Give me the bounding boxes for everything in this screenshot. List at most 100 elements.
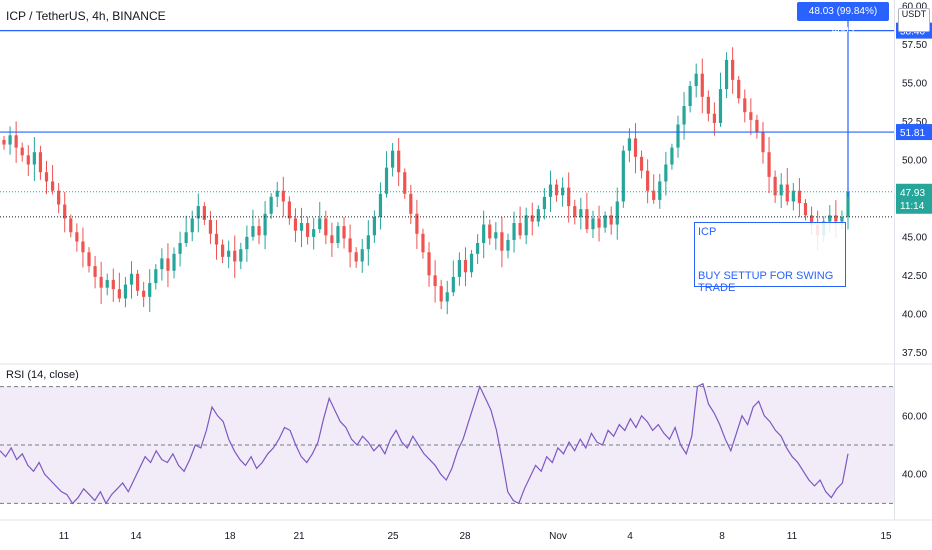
candle[interactable] xyxy=(579,209,583,217)
candle[interactable] xyxy=(785,184,789,202)
candle[interactable] xyxy=(8,135,12,145)
candle[interactable] xyxy=(767,152,771,177)
candle[interactable] xyxy=(403,172,407,194)
candle[interactable] xyxy=(797,190,802,204)
candle[interactable] xyxy=(828,215,832,222)
candle[interactable] xyxy=(609,215,613,225)
candle[interactable] xyxy=(239,249,243,262)
candle[interactable] xyxy=(621,150,625,202)
candle[interactable] xyxy=(324,218,328,236)
candle[interactable] xyxy=(712,113,717,123)
candle[interactable] xyxy=(512,223,516,240)
candle[interactable] xyxy=(312,229,316,237)
candle[interactable] xyxy=(342,226,346,239)
candle[interactable] xyxy=(415,213,419,234)
candle[interactable] xyxy=(597,218,601,228)
candle[interactable] xyxy=(536,209,540,222)
candle[interactable] xyxy=(603,215,607,228)
candle[interactable] xyxy=(615,201,619,225)
candle[interactable] xyxy=(846,191,850,217)
candle[interactable] xyxy=(652,190,656,200)
candle[interactable] xyxy=(81,241,85,253)
candle[interactable] xyxy=(263,213,267,236)
candle[interactable] xyxy=(421,233,425,253)
candle[interactable] xyxy=(184,232,188,244)
candle[interactable] xyxy=(682,106,686,125)
candle[interactable] xyxy=(330,235,334,244)
candle[interactable] xyxy=(281,190,285,202)
candle[interactable] xyxy=(233,250,237,262)
candle[interactable] xyxy=(293,218,298,231)
candle[interactable] xyxy=(93,266,97,277)
rsi-line[interactable] xyxy=(0,382,849,505)
candle[interactable] xyxy=(214,233,219,245)
candle[interactable] xyxy=(154,269,158,284)
candle[interactable] xyxy=(366,235,370,250)
candle[interactable] xyxy=(585,209,589,230)
candle[interactable] xyxy=(251,226,255,237)
candle[interactable] xyxy=(676,124,680,148)
candle[interactable] xyxy=(506,239,510,251)
candle[interactable] xyxy=(457,259,461,277)
candle[interactable] xyxy=(50,181,55,191)
candle[interactable] xyxy=(2,139,6,145)
candle[interactable] xyxy=(646,170,650,191)
candle[interactable] xyxy=(664,164,668,182)
candle[interactable] xyxy=(476,243,480,254)
candle[interactable] xyxy=(737,79,741,99)
candle[interactable] xyxy=(561,187,565,196)
candle[interactable] xyxy=(731,59,735,80)
candle[interactable] xyxy=(57,190,61,205)
candle[interactable] xyxy=(117,289,121,299)
candle[interactable] xyxy=(166,258,170,271)
candle[interactable] xyxy=(148,283,152,297)
candle[interactable] xyxy=(142,290,146,297)
candle[interactable] xyxy=(318,218,322,230)
candle[interactable] xyxy=(567,187,571,207)
candle[interactable] xyxy=(554,184,559,196)
candle[interactable] xyxy=(633,138,638,157)
candle[interactable] xyxy=(761,132,765,153)
candle[interactable] xyxy=(749,112,753,120)
candle[interactable] xyxy=(32,152,36,165)
candle[interactable] xyxy=(494,232,498,239)
candle[interactable] xyxy=(451,276,455,293)
candle[interactable] xyxy=(287,201,291,219)
candle[interactable] xyxy=(591,218,595,230)
candle[interactable] xyxy=(160,258,164,270)
candle[interactable] xyxy=(639,156,644,171)
candle[interactable] xyxy=(548,184,553,197)
candle[interactable] xyxy=(433,275,437,287)
candle[interactable] xyxy=(427,252,431,276)
candle[interactable] xyxy=(658,181,662,200)
candle[interactable] xyxy=(360,249,364,262)
candle[interactable] xyxy=(773,176,777,196)
candle[interactable] xyxy=(305,223,310,237)
candle[interactable] xyxy=(573,206,577,217)
candle[interactable] xyxy=(488,224,492,239)
candle[interactable] xyxy=(99,276,103,288)
candle[interactable] xyxy=(105,279,109,288)
candle[interactable] xyxy=(779,184,783,196)
candle[interactable] xyxy=(257,226,261,236)
candle[interactable] xyxy=(627,138,632,151)
candle[interactable] xyxy=(688,86,692,107)
candle[interactable] xyxy=(20,147,24,156)
candle[interactable] xyxy=(463,259,468,273)
candle[interactable] xyxy=(111,279,115,290)
candle[interactable] xyxy=(743,98,747,113)
candle[interactable] xyxy=(63,204,67,219)
candle[interactable] xyxy=(208,219,213,234)
candle[interactable] xyxy=(372,216,376,236)
candle[interactable] xyxy=(299,223,304,231)
candle[interactable] xyxy=(178,243,182,254)
candle[interactable] xyxy=(75,232,79,242)
candle[interactable] xyxy=(391,150,395,168)
candle[interactable] xyxy=(397,150,401,173)
candle[interactable] xyxy=(269,196,273,214)
candle[interactable] xyxy=(227,250,231,257)
candle[interactable] xyxy=(518,223,522,236)
currency-button[interactable]: USDT xyxy=(898,8,930,32)
candle[interactable] xyxy=(542,196,547,210)
candle[interactable] xyxy=(14,135,18,148)
